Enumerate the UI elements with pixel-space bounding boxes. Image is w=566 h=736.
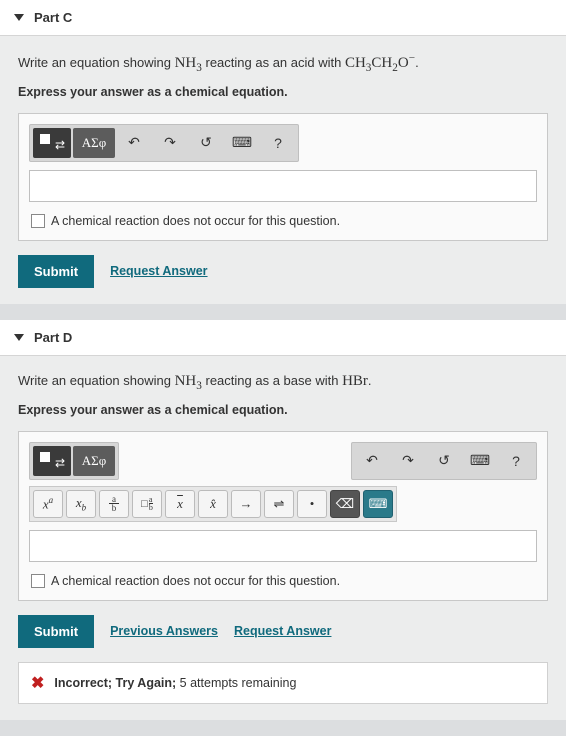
equation-toolbar: ⇄ ΑΣφ ↶ ↷ ↺ ⌨ ?: [29, 124, 299, 162]
templates-button[interactable]: ⇄: [33, 128, 71, 158]
reactant-hbr: HBr: [342, 373, 368, 389]
part-c-title: Part C: [34, 10, 72, 25]
part-d-prompt: Write an equation showing NH3 reacting a…: [0, 370, 566, 403]
undo-button[interactable]: ↶: [117, 128, 151, 158]
part-d-title: Part D: [34, 330, 72, 345]
hat-key[interactable]: x̂: [198, 490, 228, 518]
fraction-key[interactable]: ab: [99, 490, 129, 518]
reset-button[interactable]: ↺: [427, 446, 461, 476]
dot-key[interactable]: •: [297, 490, 327, 518]
part-c-prompt: Write an equation showing NH3 reacting a…: [0, 50, 566, 85]
no-reaction-label: A chemical reaction does not occur for t…: [51, 574, 340, 588]
reactant-nh3: NH3: [175, 55, 202, 71]
keyboard-button[interactable]: ⌨: [225, 128, 259, 158]
undo-button[interactable]: ↶: [355, 446, 389, 476]
mixed-fraction-key[interactable]: □ab: [132, 490, 162, 518]
prompt-text: reacting as an acid with: [202, 55, 345, 70]
reset-button[interactable]: ↺: [189, 128, 223, 158]
submit-button[interactable]: Submit: [18, 615, 94, 648]
equilibrium-key[interactable]: ⇌: [264, 490, 294, 518]
part-c-actions: Submit Request Answer: [0, 255, 566, 288]
feedback-banner: ✖ Incorrect; Try Again; 5 attempts remai…: [18, 662, 548, 704]
part-c-instruction: Express your answer as a chemical equati…: [0, 85, 566, 113]
equation-input[interactable]: [29, 530, 537, 562]
error-icon: ✖: [31, 673, 44, 693]
templates-button[interactable]: ⇄: [33, 446, 71, 476]
collapse-caret-icon: [14, 14, 24, 21]
prompt-text: reacting as a base with: [202, 373, 342, 388]
vector-key[interactable]: x: [165, 490, 195, 518]
prompt-text: Write an equation showing: [18, 55, 175, 70]
help-button[interactable]: ?: [261, 128, 295, 158]
part-c-header[interactable]: Part C: [0, 0, 566, 36]
request-answer-link[interactable]: Request Answer: [234, 624, 331, 638]
subscript-key[interactable]: xb: [66, 490, 96, 518]
backspace-key[interactable]: ⌫: [330, 490, 360, 518]
request-answer-link[interactable]: Request Answer: [110, 264, 207, 278]
redo-button[interactable]: ↷: [391, 446, 425, 476]
equation-toolbar: ⇄ ΑΣφ: [29, 442, 119, 480]
part-d-answer-box: ⇄ ΑΣφ ↶ ↷ ↺ ⌨ ? xa xb ab □ab x x̂ → ⇌ • …: [18, 431, 548, 601]
equation-input[interactable]: [29, 170, 537, 202]
greek-symbols-button[interactable]: ΑΣφ: [73, 128, 115, 158]
part-c-answer-box: ⇄ ΑΣφ ↶ ↷ ↺ ⌨ ? A chemical reaction does…: [18, 113, 548, 241]
part-d-header[interactable]: Part D: [0, 320, 566, 356]
equation-toolbar-right: ↶ ↷ ↺ ⌨ ?: [351, 442, 537, 480]
part-d-instruction: Express your answer as a chemical equati…: [0, 403, 566, 431]
help-button[interactable]: ?: [499, 446, 533, 476]
redo-button[interactable]: ↷: [153, 128, 187, 158]
submit-button[interactable]: Submit: [18, 255, 94, 288]
reactant-ethoxide: CH3CH2O−: [345, 55, 415, 71]
superscript-key[interactable]: xa: [33, 490, 63, 518]
no-reaction-checkbox[interactable]: [31, 574, 45, 588]
no-reaction-row: A chemical reaction does not occur for t…: [29, 210, 537, 230]
part-c: Part C Write an equation showing NH3 rea…: [0, 0, 566, 304]
no-reaction-label: A chemical reaction does not occur for t…: [51, 214, 340, 228]
keyboard-button[interactable]: ⌨: [463, 446, 497, 476]
greek-symbols-button[interactable]: ΑΣφ: [73, 446, 115, 476]
collapse-caret-icon: [14, 334, 24, 341]
previous-answers-link[interactable]: Previous Answers: [110, 624, 218, 638]
math-keys-toolbar: xa xb ab □ab x x̂ → ⇌ • ⌫ ⌨: [29, 486, 397, 522]
arrow-key[interactable]: →: [231, 490, 261, 518]
reactant-nh3: NH3: [175, 373, 202, 389]
keyboard-toggle-key[interactable]: ⌨: [363, 490, 393, 518]
part-d-actions: Submit Previous Answers Request Answer: [0, 615, 566, 648]
no-reaction-checkbox[interactable]: [31, 214, 45, 228]
no-reaction-row: A chemical reaction does not occur for t…: [29, 570, 537, 590]
prompt-text: Write an equation showing: [18, 373, 175, 388]
feedback-text: Incorrect; Try Again; 5 attempts remaini…: [54, 676, 296, 690]
prompt-text: .: [415, 55, 419, 70]
prompt-text: .: [368, 373, 372, 388]
part-d: Part D Write an equation showing NH3 rea…: [0, 320, 566, 720]
